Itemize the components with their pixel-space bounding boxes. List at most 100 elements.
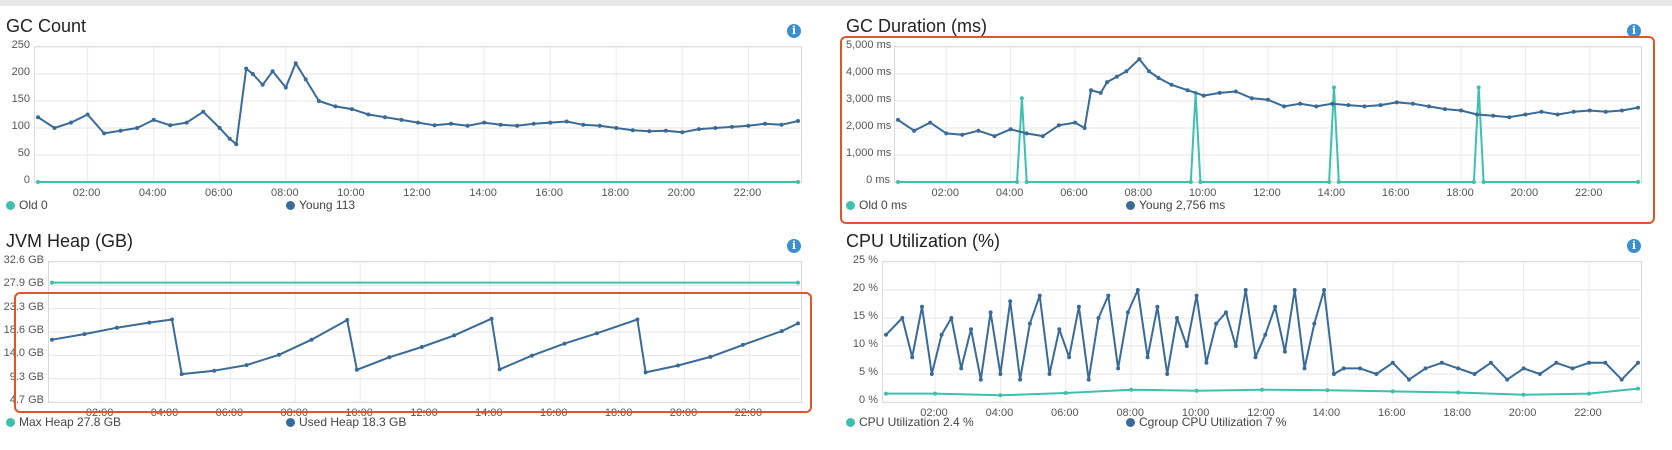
data-point [1125, 310, 1130, 315]
data-point [1439, 360, 1444, 365]
data-point [1057, 327, 1062, 332]
data-point [1086, 377, 1091, 382]
data-point [1302, 366, 1307, 371]
data-point [1570, 366, 1575, 371]
x-tick-label: 12:00 [1253, 187, 1281, 199]
data-point [696, 127, 701, 132]
x-tick-label: 08:00 [1116, 407, 1144, 419]
data-point [1312, 321, 1317, 326]
data-point [489, 316, 494, 321]
data-point [1292, 288, 1297, 292]
data-point [1156, 76, 1161, 80]
info-icon[interactable]: i [787, 24, 801, 38]
data-point [1273, 304, 1278, 309]
y-tick-label: 25 % [852, 254, 878, 266]
data-point [1137, 57, 1142, 62]
x-tick-label: 18:00 [1443, 407, 1471, 419]
info-icon[interactable]: i [787, 239, 801, 253]
data-point [912, 128, 917, 133]
cpu-utilization-panel: CPU Utilization (%) i 25 % 20 % 15 % 10 % 5 … [846, 231, 1646, 436]
x-tick-label: 06:00 [204, 187, 233, 199]
data-point [998, 372, 1003, 376]
data-point [884, 332, 888, 337]
data-point [244, 66, 249, 71]
data-point [884, 391, 888, 396]
chart-svg[interactable] [895, 46, 1641, 184]
legend-item[interactable]: CPU Utilization 2.4 % [846, 415, 974, 429]
data-point [1175, 316, 1179, 320]
data-point [277, 352, 281, 357]
y-tick-label: 10 % [852, 338, 878, 350]
data-point [1539, 109, 1544, 114]
data-point [345, 318, 350, 322]
data-point [548, 120, 553, 125]
data-point [383, 115, 387, 120]
legend-dot-icon [1126, 418, 1135, 427]
data-point [1147, 69, 1151, 74]
plot-area [48, 261, 802, 403]
x-tick-label: 16:00 [539, 407, 568, 419]
data-point [1056, 123, 1061, 128]
data-point [482, 120, 487, 125]
data-point [928, 120, 933, 125]
data-point [1155, 304, 1160, 309]
data-point [564, 119, 569, 124]
data-point [234, 142, 239, 147]
data-point [217, 126, 222, 130]
data-point [36, 115, 40, 120]
data-point [333, 104, 338, 109]
panel-title: GC Count [6, 16, 87, 36]
x-tick-label: 18:00 [1446, 187, 1474, 199]
x-tick-label: 02:00 [72, 187, 101, 199]
plot-area [882, 261, 1642, 403]
y-tick-label: 5 % [859, 366, 878, 378]
data-point [796, 321, 800, 326]
data-point [1169, 82, 1174, 87]
data-point [1024, 180, 1029, 184]
data-point [1390, 389, 1395, 394]
x-tick-label: 20:00 [669, 407, 698, 419]
legend-item[interactable]: Old 0 [6, 198, 48, 212]
y-tick-label: 50 [17, 147, 30, 159]
legend-item[interactable]: Used Heap 18.3 GB [286, 415, 406, 429]
data-point [708, 354, 713, 359]
info-icon[interactable]: i [1627, 24, 1641, 38]
chart-svg[interactable] [883, 261, 1641, 403]
data-point [1194, 293, 1199, 298]
data-point [36, 180, 40, 184]
legend-item[interactable]: Young 113 [286, 198, 355, 212]
data-point [1106, 293, 1111, 298]
y-tick-label: 4.7 GB [9, 394, 44, 406]
chart-svg[interactable] [49, 261, 801, 403]
data-point [929, 372, 934, 376]
data-point [283, 85, 288, 90]
data-point [896, 180, 900, 184]
data-point [1314, 104, 1319, 109]
legend-item[interactable]: Max Heap 27.8 GB [6, 415, 121, 429]
legend-item[interactable]: Young 2,756 ms [1126, 198, 1225, 212]
data-point [1331, 372, 1336, 376]
data-point [1410, 101, 1415, 106]
legend-label: Young 113 [299, 198, 356, 212]
legend-item[interactable]: Cgroup CPU Utilization 7 % [1126, 415, 1286, 429]
info-icon[interactable]: i [1627, 239, 1641, 253]
legend-item[interactable]: Old 0 ms [846, 198, 907, 212]
data-point [82, 332, 87, 337]
data-point [1587, 360, 1591, 365]
data-point [1505, 377, 1510, 382]
series-line-old[interactable] [898, 86, 1638, 183]
chart-svg[interactable] [35, 46, 801, 184]
data-point [366, 112, 371, 117]
data-point [1198, 180, 1203, 184]
data-point [939, 332, 944, 337]
data-point [1073, 120, 1077, 125]
x-tick-label: 04:00 [138, 187, 167, 199]
data-point [969, 327, 973, 332]
plot-area [894, 46, 1642, 184]
data-point [1491, 113, 1496, 118]
data-point [680, 130, 685, 135]
data-point [303, 77, 308, 82]
data-point [1587, 391, 1591, 396]
data-point [118, 128, 123, 133]
data-point [387, 355, 392, 360]
